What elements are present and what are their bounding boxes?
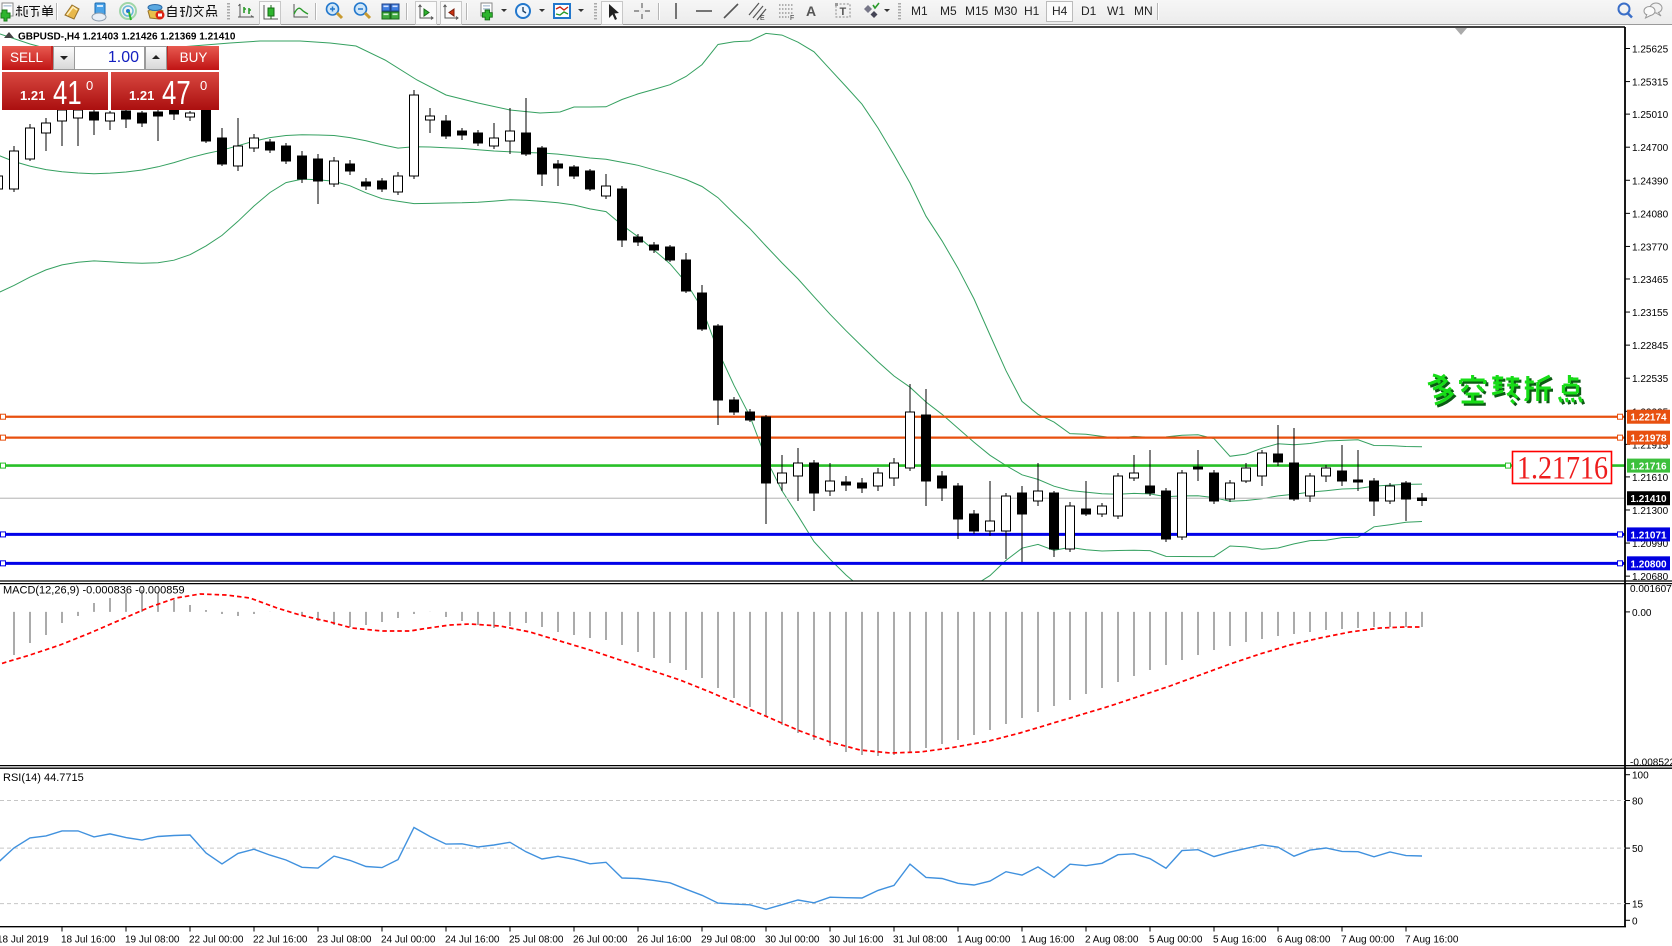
- svg-text:0.001607: 0.001607: [1630, 584, 1672, 595]
- svg-text:0.00: 0.00: [1632, 608, 1652, 619]
- svg-text:1.22535: 1.22535: [1632, 374, 1669, 385]
- svg-text:30 Jul 16:00: 30 Jul 16:00: [829, 935, 884, 946]
- svg-text:25 Jul 08:00: 25 Jul 08:00: [509, 935, 564, 946]
- svg-text:F: F: [790, 15, 794, 22]
- svg-text:26 Jul 16:00: 26 Jul 16:00: [637, 935, 692, 946]
- svg-text:6 Aug 08:00: 6 Aug 08:00: [1277, 935, 1331, 946]
- svg-text:1.21716: 1.21716: [1517, 451, 1608, 487]
- svg-text:1.23155: 1.23155: [1632, 308, 1669, 319]
- svg-text:80: 80: [1632, 797, 1644, 808]
- svg-text:1.25315: 1.25315: [1632, 78, 1669, 89]
- svg-text:E: E: [760, 15, 765, 22]
- svg-text:1.24700: 1.24700: [1632, 143, 1669, 154]
- svg-text:7 Aug 00:00: 7 Aug 00:00: [1341, 935, 1395, 946]
- svg-text:T: T: [840, 6, 847, 18]
- svg-text:15: 15: [1632, 900, 1644, 911]
- svg-text:1.20680: 1.20680: [1632, 572, 1669, 583]
- svg-text:1 Aug 00:00: 1 Aug 00:00: [957, 935, 1011, 946]
- svg-text:29 Jul 08:00: 29 Jul 08:00: [701, 935, 756, 946]
- svg-text:1.25625: 1.25625: [1632, 45, 1669, 56]
- svg-text:2 Aug 08:00: 2 Aug 08:00: [1085, 935, 1139, 946]
- svg-text:1.21915: 1.21915: [1632, 440, 1669, 451]
- svg-text:23 Jul 08:00: 23 Jul 08:00: [317, 935, 372, 946]
- svg-text:26 Jul 00:00: 26 Jul 00:00: [573, 935, 628, 946]
- svg-text:5 Aug 16:00: 5 Aug 16:00: [1213, 935, 1267, 946]
- svg-text:19 Jul 08:00: 19 Jul 08:00: [125, 935, 180, 946]
- svg-text:0: 0: [1632, 916, 1638, 927]
- svg-text:22 Jul 00:00: 22 Jul 00:00: [189, 935, 244, 946]
- svg-text:1.21410: 1.21410: [1630, 494, 1667, 505]
- svg-text:1.24080: 1.24080: [1632, 209, 1669, 220]
- svg-text:1.23465: 1.23465: [1632, 275, 1669, 286]
- svg-text:30 Jul 00:00: 30 Jul 00:00: [765, 935, 820, 946]
- svg-text:1.21978: 1.21978: [1630, 434, 1667, 445]
- svg-text:100: 100: [1632, 771, 1649, 782]
- svg-text:1.24390: 1.24390: [1632, 176, 1669, 187]
- svg-text:1.22845: 1.22845: [1632, 341, 1669, 352]
- svg-text:RSI(14) 44.7715: RSI(14) 44.7715: [3, 772, 84, 784]
- svg-text:1.22174: 1.22174: [1630, 413, 1667, 424]
- svg-text:-0.008522: -0.008522: [1630, 758, 1672, 769]
- svg-text:1.21610: 1.21610: [1632, 473, 1669, 484]
- svg-text:1.21071: 1.21071: [1630, 530, 1667, 541]
- svg-text:GBPUSD-,H4 1.21403 1.21426 1.: GBPUSD-,H4 1.21403 1.21426 1.21369 1.214…: [18, 32, 236, 43]
- svg-text:18 Jul 2019: 18 Jul 2019: [0, 935, 49, 946]
- svg-text:1.23770: 1.23770: [1632, 242, 1669, 253]
- svg-text:1 Aug 16:00: 1 Aug 16:00: [1021, 935, 1075, 946]
- svg-text:7 Aug 16:00: 7 Aug 16:00: [1405, 935, 1459, 946]
- svg-text:1.21716: 1.21716: [1630, 462, 1667, 473]
- svg-text:24 Jul 16:00: 24 Jul 16:00: [445, 935, 500, 946]
- svg-text:5 Aug 00:00: 5 Aug 00:00: [1149, 935, 1203, 946]
- svg-text:1.20990: 1.20990: [1632, 539, 1669, 550]
- svg-text:24 Jul 00:00: 24 Jul 00:00: [381, 935, 436, 946]
- svg-text:1.25010: 1.25010: [1632, 110, 1669, 121]
- svg-text:22 Jul 16:00: 22 Jul 16:00: [253, 935, 308, 946]
- svg-text:31 Jul 08:00: 31 Jul 08:00: [893, 935, 948, 946]
- svg-text:18 Jul 16:00: 18 Jul 16:00: [61, 935, 116, 946]
- svg-text:50: 50: [1632, 844, 1644, 855]
- svg-text:1.21300: 1.21300: [1632, 506, 1669, 517]
- svg-text:MACD(12,26,9) -0.000836 -0.000: MACD(12,26,9) -0.000836 -0.000859: [3, 585, 185, 597]
- svg-text:1.20800: 1.20800: [1630, 559, 1667, 570]
